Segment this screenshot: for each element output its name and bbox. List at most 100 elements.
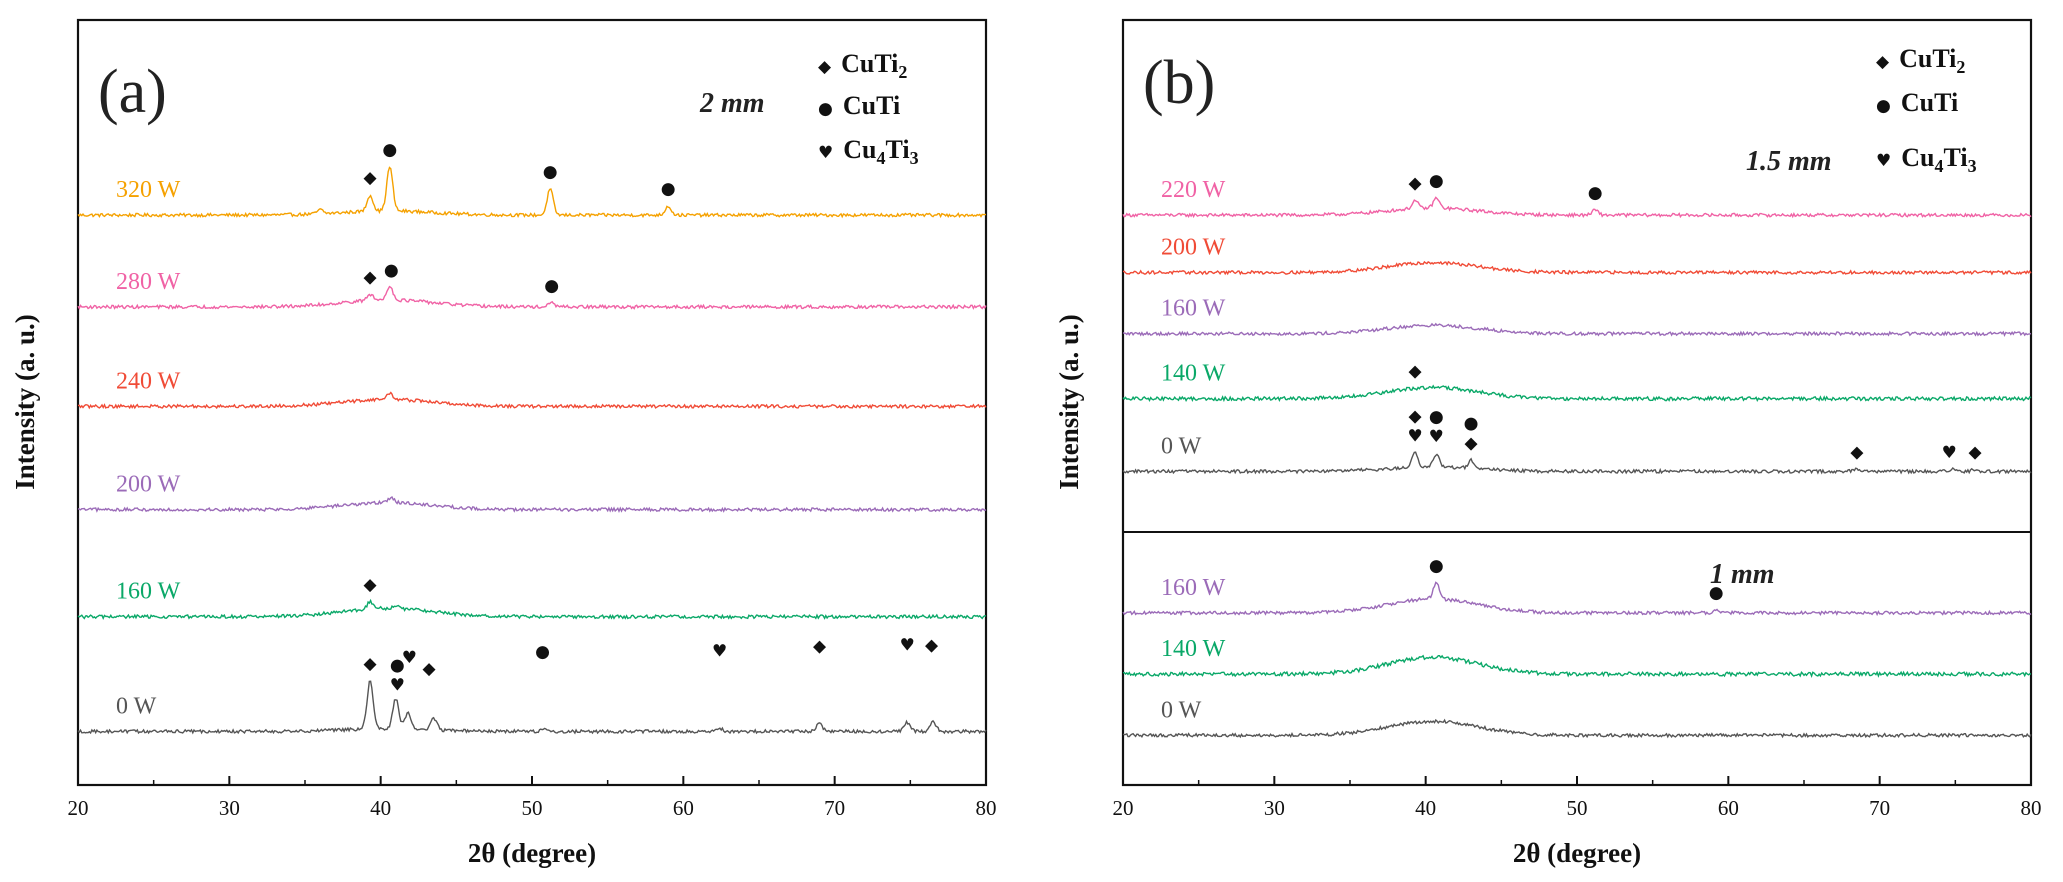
x-tick-label: 40 — [1415, 796, 1436, 820]
series-label: 200 W — [116, 472, 181, 498]
panel-b-label: (b) — [1143, 49, 1215, 117]
series-label: 0 W — [116, 693, 157, 719]
x-tick-label: 80 — [976, 796, 997, 820]
series-label: 160 W — [1161, 575, 1226, 601]
panel-a-label: (a) — [98, 58, 167, 126]
series-label: 200 W — [1161, 234, 1226, 260]
series-label: 0 W — [1161, 433, 1202, 459]
series-line-140w — [1122, 384, 2032, 403]
legend-b-cuti2: ◆ CuTi2 — [1876, 44, 1965, 77]
panel-b-thickness-top: 1.5 mm — [1746, 146, 1832, 177]
legend-a-cuti: ● CuTi — [818, 91, 900, 120]
series-label: 140 W — [1161, 636, 1226, 662]
phase-marker-diamond: ◆ — [1409, 174, 1423, 194]
x-tick-label: 40 — [370, 796, 391, 820]
phase-marker-diamond: ◆ — [1465, 433, 1479, 453]
legend-b-cu4ti3-symbol: ♥ — [1876, 151, 1891, 171]
phase-marker-circle: ● — [535, 642, 550, 662]
phase-marker-circle: ● — [1429, 556, 1444, 576]
legend-a-cuti-symbol: ● — [818, 99, 833, 119]
legend-b-cuti2-symbol: ◆ — [1876, 52, 1890, 72]
panel-a-frame — [76, 18, 988, 787]
panel-b-y-axis-title: Intensity (a. u.) — [1054, 314, 1084, 490]
series-line-240w — [77, 391, 987, 410]
series-line-320w — [77, 166, 987, 219]
series-line-220w — [1122, 196, 2032, 219]
series-line-140w — [1122, 654, 2032, 679]
series-line-0w — [77, 680, 987, 735]
phase-marker-diamond: ◆ — [364, 168, 378, 188]
x-tick-label: 70 — [824, 796, 845, 820]
panel-a-x-ticks: 20 30 40 50 60 70 80 — [68, 776, 997, 820]
phase-marker-diamond: ◆ — [1409, 361, 1423, 381]
legend-a-cuti2-symbol: ◆ — [818, 57, 832, 77]
series-line-200w — [1122, 260, 2032, 276]
x-tick-label: 30 — [1264, 796, 1285, 820]
phase-marker-circle: ● — [1429, 407, 1444, 427]
phase-marker-heart: ♥ — [1429, 427, 1444, 447]
phase-marker-circle: ● — [543, 162, 558, 182]
series-label: 140 W — [1161, 361, 1226, 387]
panel-a: (a) 2 mm ◆ CuTi2 ● CuTi ♥ Cu4Ti3 320 W ◆●●●2… — [10, 18, 997, 868]
panel-b-x-ticks: 20 30 40 50 60 70 80 — [1113, 776, 2042, 820]
phase-marker-heart: ♥ — [390, 675, 405, 695]
series-label: 240 W — [116, 368, 181, 394]
phase-marker-circle: ● — [1709, 583, 1724, 603]
series-label: 160 W — [116, 579, 181, 605]
series-line-200w — [77, 495, 987, 513]
phase-marker-diamond: ◆ — [364, 267, 378, 287]
legend-b-cuti-symbol: ● — [1876, 96, 1891, 116]
x-tick-label: 50 — [522, 796, 543, 820]
panel-a-x-axis-title: 2θ (degree) — [468, 838, 596, 868]
phase-marker-circle: ● — [661, 179, 676, 199]
phase-marker-diamond: ◆ — [364, 654, 378, 674]
x-tick-label: 70 — [1869, 796, 1890, 820]
x-tick-label: 30 — [219, 796, 240, 820]
phase-marker-diamond: ◆ — [925, 636, 939, 656]
panel-b: (b) 1.5 mm 1 mm ◆ CuTi2 ● CuTi ♥ Cu4Ti3 220… — [1054, 18, 2042, 868]
x-tick-label: 20 — [68, 796, 89, 820]
x-tick-label: 20 — [1113, 796, 1134, 820]
legend-b-cu4ti3: ♥ Cu4Ti3 — [1876, 143, 1977, 176]
panel-b-thickness-bottom: 1 mm — [1710, 559, 1775, 590]
phase-marker-heart: ♥ — [900, 635, 915, 655]
x-tick-label: 50 — [1567, 796, 1588, 820]
phase-marker-circle: ● — [1588, 183, 1603, 203]
legend-a-cu4ti3-symbol: ♥ — [818, 143, 833, 163]
series-line-0w — [1122, 718, 2032, 739]
panel-b-legend: ◆ CuTi2 ● CuTi ♥ Cu4Ti3 — [1876, 44, 1977, 176]
series-label: 160 W — [1161, 296, 1226, 322]
panel-b-frame — [1121, 18, 2033, 787]
series-label: 280 W — [116, 269, 181, 295]
phase-marker-circle: ● — [390, 655, 405, 675]
phase-marker-heart: ♥ — [1942, 443, 1957, 463]
series-line-0w — [1122, 451, 2032, 475]
legend-b-cuti: ● CuTi — [1876, 88, 1958, 117]
phase-marker-diamond: ◆ — [364, 575, 378, 595]
panel-a-legend: ◆ CuTi2 ● CuTi ♥ Cu4Ti3 — [818, 49, 919, 168]
phase-marker-diamond: ◆ — [813, 636, 827, 656]
phase-marker-circle: ● — [384, 261, 399, 281]
series-line-280w — [77, 285, 987, 310]
phase-marker-circle: ● — [1429, 171, 1444, 191]
phase-marker-heart: ♥ — [712, 641, 727, 661]
series-line-160w — [1122, 322, 2032, 337]
phase-marker-circle: ● — [382, 140, 397, 160]
panel-b-x-axis-title: 2θ (degree) — [1513, 838, 1641, 868]
phase-marker-diamond: ◆ — [1409, 406, 1423, 426]
phase-marker-diamond: ◆ — [1850, 442, 1864, 462]
series-label: 320 W — [116, 177, 181, 203]
legend-a-cu4ti3: ♥ Cu4Ti3 — [818, 135, 919, 168]
legend-a-cuti2: ◆ CuTi2 — [818, 49, 907, 82]
series-line-160w — [1122, 581, 2032, 617]
series-label: 220 W — [1161, 177, 1226, 203]
x-tick-label: 60 — [673, 796, 694, 820]
phase-marker-heart: ♥ — [1407, 426, 1422, 446]
panel-a-thickness: 2 mm — [699, 88, 765, 119]
x-tick-label: 80 — [2021, 796, 2042, 820]
panel-a-y-axis-title: Intensity (a. u.) — [10, 314, 40, 490]
x-tick-label: 60 — [1718, 796, 1739, 820]
